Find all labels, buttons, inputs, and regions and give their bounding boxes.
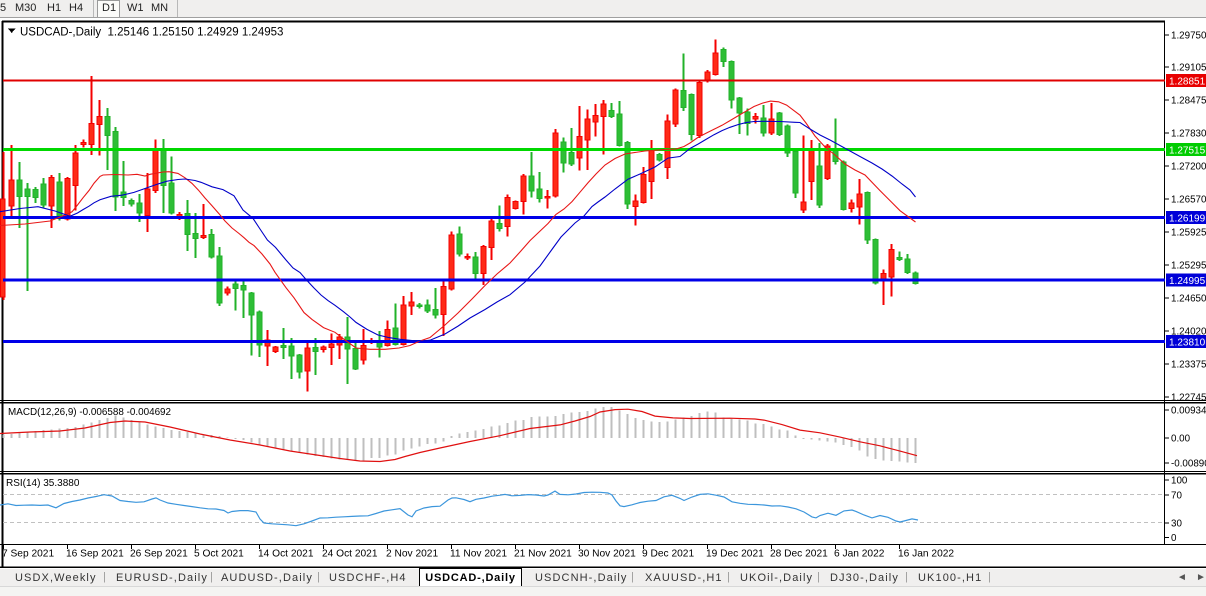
svg-text:1.26199: 1.26199 [1169,213,1206,224]
svg-text:24 Oct 2021: 24 Oct 2021 [322,548,378,559]
svg-text:21 Nov 2021: 21 Nov 2021 [514,548,572,559]
svg-text:1.24995: 1.24995 [1169,276,1206,287]
svg-text:0: 0 [1171,533,1177,544]
svg-text:14 Oct 2021: 14 Oct 2021 [258,548,314,559]
svg-text:1.28475: 1.28475 [1171,96,1206,107]
svg-text:1.27830: 1.27830 [1171,129,1206,140]
svg-text:9 Dec 2021: 9 Dec 2021 [642,548,694,559]
svg-text:16 Sep 2021: 16 Sep 2021 [66,548,124,559]
svg-text:30 Nov 2021: 30 Nov 2021 [578,548,636,559]
svg-text:1.23810: 1.23810 [1169,337,1206,348]
svg-text:7 Sep 2021: 7 Sep 2021 [2,548,54,559]
svg-text:1.28851: 1.28851 [1169,76,1206,87]
svg-text:1.25295: 1.25295 [1171,261,1206,272]
svg-text:1.27515: 1.27515 [1169,145,1206,156]
svg-text:MACD(12,26,9) -0.006588 -0.004: MACD(12,26,9) -0.006588 -0.004692 [8,407,171,418]
svg-text:28 Dec 2021: 28 Dec 2021 [770,548,828,559]
svg-text:0.009345: 0.009345 [1171,406,1206,417]
svg-text:USDCAD-,Daily 1.25146 1.25150: USDCAD-,Daily 1.25146 1.25150 1.24929 1.… [20,27,283,39]
svg-text:1.24650: 1.24650 [1171,294,1206,305]
svg-text:16 Jan 2022: 16 Jan 2022 [898,548,954,559]
svg-text:26 Sep 2021: 26 Sep 2021 [130,548,188,559]
svg-text:-0.00890: -0.00890 [1171,459,1206,470]
svg-text:0.00: 0.00 [1171,434,1191,445]
svg-text:19 Dec 2021: 19 Dec 2021 [706,548,764,559]
svg-text:2 Nov 2021: 2 Nov 2021 [386,548,438,559]
svg-text:30: 30 [1171,519,1182,530]
svg-text:1.26570: 1.26570 [1171,195,1206,206]
svg-text:70: 70 [1171,491,1182,502]
svg-text:100: 100 [1171,476,1188,487]
svg-text:1.24020: 1.24020 [1171,327,1206,338]
svg-text:1.29105: 1.29105 [1171,63,1206,74]
svg-text:RSI(14) 35.3880: RSI(14) 35.3880 [6,478,80,489]
svg-text:11 Nov 2021: 11 Nov 2021 [450,548,507,559]
svg-text:5 Oct 2021: 5 Oct 2021 [194,548,244,559]
svg-text:1.27200: 1.27200 [1171,162,1206,173]
svg-text:1.29750: 1.29750 [1171,31,1206,42]
svg-text:6 Jan 2022: 6 Jan 2022 [834,548,885,559]
svg-text:1.22745: 1.22745 [1171,393,1206,404]
svg-text:1.25925: 1.25925 [1171,228,1206,239]
svg-text:1.23375: 1.23375 [1171,360,1206,371]
